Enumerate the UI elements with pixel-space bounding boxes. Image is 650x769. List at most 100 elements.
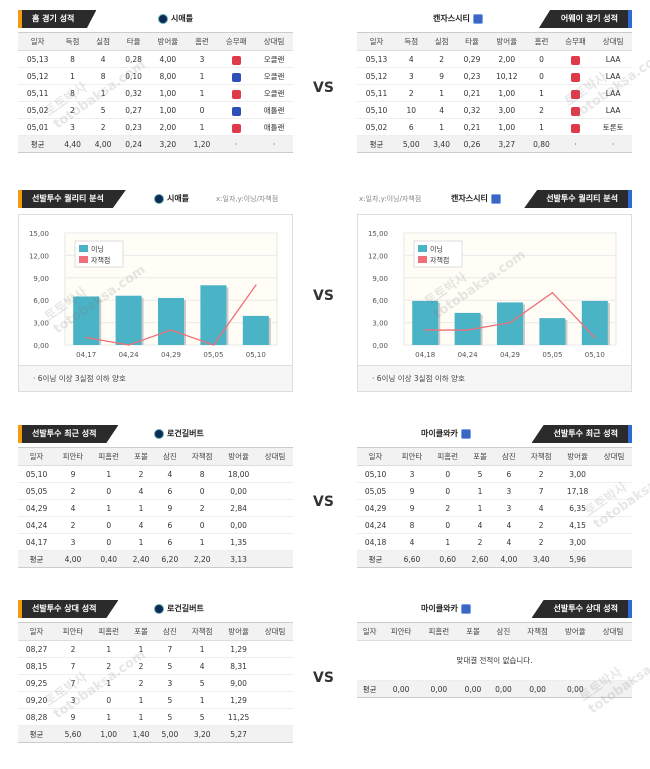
table-cell: 3 — [494, 499, 524, 517]
quality-left-chart-svg: 0,00 3,00 6,00 9,00 12,00 15,00 04,17 04,24 04,2… — [29, 230, 278, 359]
table-cell: 4 — [126, 482, 156, 500]
average-cell: 0,00 — [518, 680, 557, 698]
table-cell: 4,00 — [148, 50, 187, 68]
table-cell — [257, 482, 293, 500]
table-cell: 0,32 — [118, 84, 149, 102]
table-cell: 0,28 — [118, 50, 149, 68]
col-header: 삼진 — [155, 622, 185, 641]
table-cell: 토론토 — [594, 118, 632, 136]
table-cell: 5 — [184, 708, 221, 726]
legend-swatch — [79, 245, 88, 252]
legend-label: 이닝 — [91, 245, 104, 254]
table-cell: 1 — [57, 67, 88, 85]
table-cell: LAA — [594, 50, 632, 68]
quality-left-panel: 선발투수 퀄리티 분석 시애틀 x:일자,y:이닝/자책점 0,00 3,00 6,… — [18, 188, 293, 392]
table-cell: 0 — [90, 516, 127, 534]
table-cell: 6,35 — [559, 499, 597, 517]
legend-swatch — [79, 256, 88, 263]
quality-right-panel: x:일자,y:이닝/자책점 캔자스시티 선발투수 퀄리티 분석 0,00 3,00… — [357, 188, 632, 392]
table-cell: 4 — [126, 516, 156, 534]
royals-logo-icon — [490, 194, 501, 204]
table-cell: 1 — [126, 691, 156, 709]
table-cell: 1 — [429, 533, 466, 551]
table-row: 05,05 9 0 1 3 7 17,18 — [357, 482, 632, 500]
pitcher-recent-left-panel: 선발투수 최근 성적 로건길버트 일자 피안타 피홈런 포볼 삼진 자책점 방어율 상대팀 05… — [18, 423, 293, 568]
table-cell: 08,27 — [18, 640, 56, 658]
average-cell: · — [255, 135, 293, 153]
table-cell: 1 — [90, 674, 127, 692]
table-cell: 5 — [87, 101, 119, 119]
average-row: 평균 5,60 1,00 1,40 5,00 3,20 5,27 — [18, 725, 293, 743]
average-cell — [257, 550, 293, 568]
quality-right-note: · 6이닝 이상 3실점 이하 양호 — [357, 366, 632, 392]
y-tick-label: 6,00 — [372, 297, 388, 305]
table-cell: 0 — [184, 482, 221, 500]
table-cell: 8,00 — [148, 67, 187, 85]
average-cell: 2,40 — [126, 550, 156, 568]
table-cell: 8 — [184, 465, 221, 483]
table-cell — [257, 499, 293, 517]
table-cell: 3 — [55, 533, 91, 551]
col-header: 방어율 — [556, 622, 595, 641]
table-cell: 1 — [126, 640, 156, 658]
earned-runs-point — [170, 329, 172, 331]
table-cell: 2 — [523, 516, 560, 534]
y-tick-label: 6,00 — [33, 297, 49, 305]
table-cell: 2,00 — [148, 118, 187, 136]
table-row: 09,25 7 1 2 3 5 9,00 — [18, 674, 293, 692]
pitcher-recent-right-panel: 마이클와카 선발투수 최근 성적 일자 피안타 피홈런 포볼 삼진 자책점 방어율 상대팀 05… — [357, 423, 632, 568]
result-cell: L — [217, 67, 256, 85]
mariners-logo-icon — [158, 14, 168, 24]
col-header: 피홈런 — [90, 447, 127, 466]
col-header: 자책점 — [518, 622, 557, 641]
average-cell: 2,20 — [184, 550, 221, 568]
table-cell: 0,23 — [456, 67, 488, 85]
table-cell — [596, 465, 632, 483]
win-badge-icon: W — [570, 90, 580, 99]
table-cell: 0 — [90, 533, 127, 551]
table-cell: 2,84 — [220, 499, 258, 517]
table-cell: 3,00 — [559, 533, 597, 551]
table-cell: 2 — [55, 482, 91, 500]
average-cell: 3,13 — [220, 550, 258, 568]
table-cell: 6 — [494, 465, 524, 483]
table-row: 08,28 9 1 1 5 5 11,25 — [18, 708, 293, 726]
table-cell: 1 — [90, 499, 127, 517]
table-cell: 8 — [57, 84, 88, 102]
mariners-logo-icon — [154, 604, 164, 614]
x-tick-label: 04,24 — [119, 351, 140, 359]
col-header: 피홈런 — [419, 622, 458, 641]
quality-left-chart: 0,00 3,00 6,00 9,00 12,00 15,00 04,17 04,24 04,2… — [18, 214, 293, 366]
table-cell — [257, 657, 293, 675]
table-cell: 1 — [87, 84, 119, 102]
table-cell — [596, 499, 632, 517]
loss-badge-icon: L — [231, 73, 241, 82]
col-header: 득점 — [396, 32, 427, 51]
col-header: 피안타 — [382, 622, 420, 641]
pitcher-vs-left-name: 로건길버트 — [154, 602, 204, 616]
table-cell: 0 — [526, 50, 557, 68]
table-cell: 1 — [184, 691, 221, 709]
table-cell: 4 — [396, 50, 427, 68]
earned-runs-point — [212, 344, 215, 346]
table-cell: 3 — [55, 691, 91, 709]
table-row: 04,18 4 1 2 4 2 3,00 — [357, 533, 632, 551]
table-row: 04,29 4 1 1 9 2 2,84 — [18, 499, 293, 517]
average-cell: 평균 — [18, 550, 56, 568]
table-cell: 8 — [394, 516, 430, 534]
quality-left-note: · 6이닝 이상 3실점 이하 양호 — [18, 366, 293, 392]
table-cell: 10 — [396, 101, 427, 119]
col-header: 홈런 — [526, 32, 557, 51]
table-cell: 5 — [465, 465, 495, 483]
table-cell: 05,13 — [357, 50, 397, 68]
table-cell: 5 — [155, 691, 185, 709]
win-badge-icon: W — [570, 56, 580, 65]
col-header: 상대팀 — [257, 447, 293, 466]
pitcher-recent-right-name: 마이클와카 — [421, 427, 471, 441]
average-cell: 평균 — [18, 725, 56, 743]
table-cell: 1 — [184, 640, 221, 658]
col-header: 타율 — [118, 32, 149, 51]
